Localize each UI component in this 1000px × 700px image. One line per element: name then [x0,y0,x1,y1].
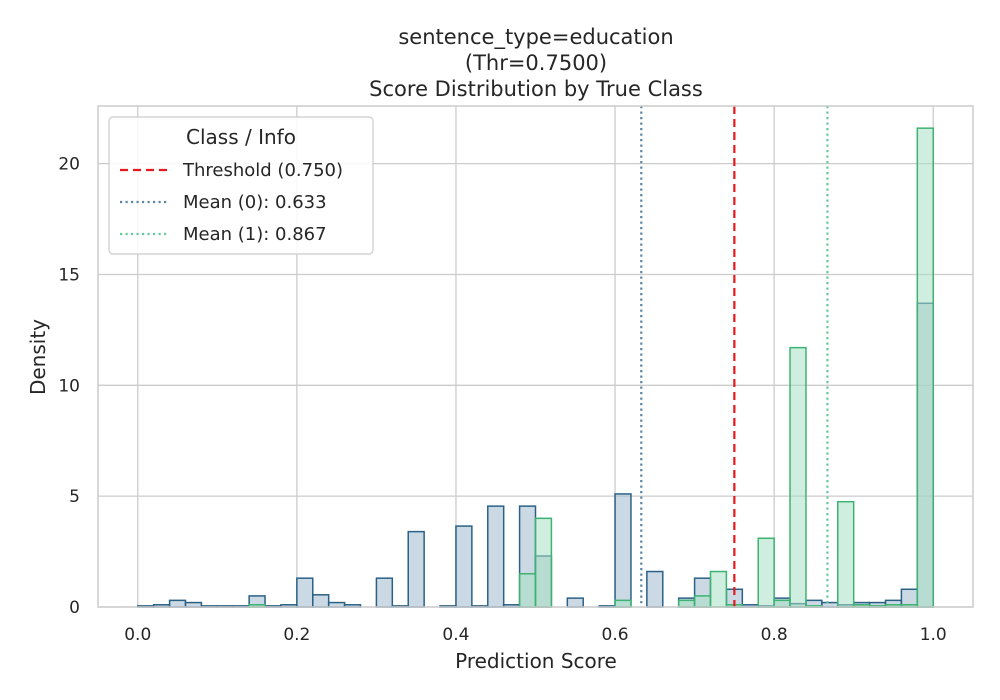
y-tick-labels: 0 5 10 15 20 [58,155,80,618]
bar-class-0-15 [375,577,394,608]
bar-class-1-41 [789,346,807,608]
bar-class-0-22 [487,505,505,608]
y-tick-label-3: 15 [58,265,80,285]
x-tick-label-0: 0.0 [124,625,151,645]
bar-class-0-11 [312,594,330,608]
legend-label-threshold: Threshold (0.750) [182,160,343,181]
bar-class-0-30 [614,493,632,608]
reference-lines [640,106,829,607]
bar-class-1-34 [677,599,696,608]
y-tick-label-2: 10 [58,376,80,396]
bar-class-1-40 [773,599,791,608]
bar-class-1-39 [757,537,775,608]
chart-title: sentence_type=education (Thr=0.7500) Sco… [369,25,703,101]
bar-class-0-10 [296,577,314,608]
legend-title: Class / Info [186,125,296,149]
bar-class-1-49 [916,127,934,608]
bar-class-0-27 [566,597,584,608]
legend-box [108,116,374,255]
bar-class-0-32 [646,570,664,608]
y-tick-label-0: 0 [69,598,80,618]
legend-label-mean-0: Mean (0): 0.633 [183,192,327,213]
bar-class-1-35 [693,595,712,608]
y-axis-label: Density [26,319,50,395]
x-tick-label-1: 0.2 [283,625,310,645]
x-tick-label-4: 0.8 [761,625,788,645]
bar-class-1-24 [518,572,537,608]
bar-class-1-25 [534,517,553,608]
x-tick-label-5: 1.0 [920,625,947,645]
title-line-1: sentence_type=education [398,25,673,50]
bar-class-1-30 [614,599,632,608]
bar-class-1-44 [837,500,855,608]
bar-class-0-2 [168,599,187,608]
y-tick-label-4: 20 [58,155,80,175]
bar-class-1-36 [709,570,728,608]
histogram-bars [137,127,934,608]
x-axis-label: Prediction Score [455,649,617,673]
bar-class-0-20 [455,525,473,608]
title-line-2: (Thr=0.7500) [465,51,607,75]
legend: Class / Info Threshold (0.750) Mean (0):… [108,116,374,255]
plot-frame [97,105,974,608]
legend-label-mean-1: Mean (1): 0.867 [183,224,327,245]
x-tick-labels: 0.0 0.2 0.4 0.6 0.8 1.0 [124,625,947,645]
x-tick-label-2: 0.4 [442,625,469,645]
x-tick-label-3: 0.6 [602,625,629,645]
title-line-3: Score Distribution by True Class [369,77,703,101]
y-tick-label-1: 5 [69,487,80,507]
bar-class-0-17 [407,530,425,608]
